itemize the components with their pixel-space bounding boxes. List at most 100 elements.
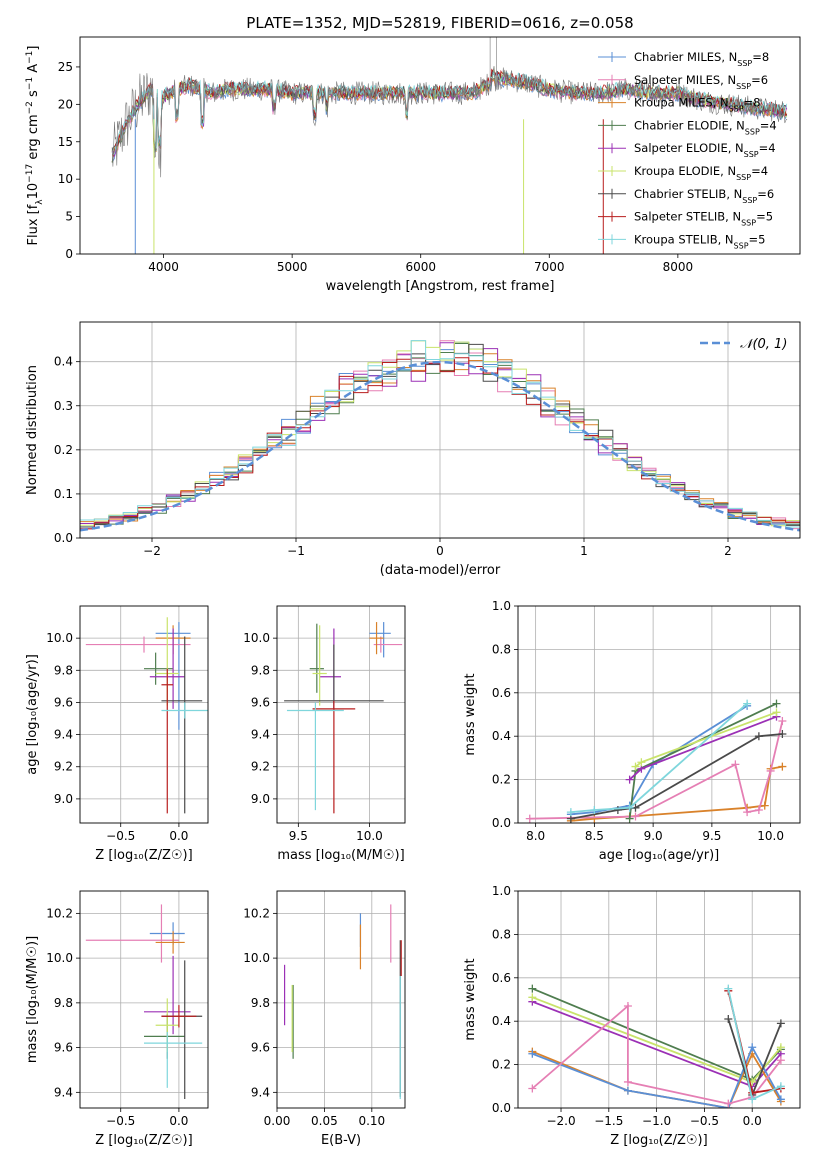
y-tick-label: 10.0 (46, 951, 73, 965)
legend-series-name: Salpeter ELODIE (634, 141, 728, 155)
observed-spectrum (111, 65, 788, 178)
y-tick-label: 0.8 (492, 642, 511, 656)
errorbar-point-chabrier-stelib (161, 636, 203, 814)
plus-marker (625, 803, 634, 812)
y-tick-label: 0.4 (492, 1014, 511, 1028)
y-axis-label: Normed distribution (25, 365, 40, 495)
y-tick-label: 9.4 (251, 728, 270, 742)
legend-label: Kroupa ELODIE, NSSP=4 (634, 164, 768, 182)
y-tick-label: 5 (65, 210, 73, 224)
y-tick-label: 1.0 (492, 884, 511, 898)
mass_weight_vs_Z-plot-area (528, 984, 785, 1108)
x-tick-label: 8.0 (526, 829, 545, 843)
weight-line-path (531, 1004, 782, 1105)
y-tick-label: 0.1 (54, 487, 73, 501)
axes-frame (79, 605, 209, 824)
legend-nssp-value: =8 (744, 96, 761, 110)
x-tick-label: −2.0 (546, 1114, 575, 1128)
y-tick-label: 10.0 (243, 951, 270, 965)
y-tick-label: 0.4 (54, 355, 73, 369)
weight-line-chabrier-stelib (566, 730, 787, 823)
mass_weight_vs_age-panel: 8.0 8.5 9.0 9.5 10.0 0.0 0.2 0.4 0.6 0.8 1.0 age [l… (463, 599, 801, 863)
errorbar-point-chabrier-elodie (144, 652, 174, 685)
y-axis-label: age [log₁₀(age/yr)] (25, 654, 40, 775)
errorbar-point-salpeter-miles (373, 636, 403, 653)
plus-marker (776, 1019, 785, 1028)
spectrum-plot-area (111, 37, 788, 254)
y-axis-label-part: Flux [f (26, 204, 41, 245)
y-tick-label: 9.6 (251, 695, 270, 709)
x-tick-label: 1 (580, 544, 588, 558)
y-axis-label-part: −1 (25, 77, 35, 90)
x-tick-label: 8000 (663, 260, 694, 274)
plus-marker (776, 1043, 785, 1052)
legend-series-name: Kroupa STELIB (634, 232, 718, 246)
plus-marker (776, 1082, 785, 1091)
legend-label: Salpeter ELODIE, NSSP=4 (634, 141, 776, 159)
legend-nssp-value: =6 (757, 187, 774, 201)
y-tick-label: 10.0 (243, 631, 270, 645)
weight-line-salpeter-miles (528, 1002, 785, 1108)
plus-marker (625, 814, 634, 823)
x-tick-label: −1 (287, 544, 305, 558)
plus-marker (748, 1043, 757, 1052)
age_vs_mass-panel: 9.5 10.0 9.0 9.2 9.4 9.6 9.8 10.0 mass [log₁₀(M/… (243, 605, 406, 863)
plus-marker (623, 1077, 632, 1086)
legend-label: Kroupa MILES, NSSP=8 (634, 96, 761, 114)
plus-marker (637, 758, 646, 767)
x-axis-label: mass [log₁₀(M/M☉)] (277, 848, 404, 863)
y-axis-label-part: erg cm (26, 114, 41, 163)
legend-label: Salpeter STELIB, NSSP=5 (634, 210, 773, 228)
legend-nssp-value: =6 (751, 73, 768, 87)
plus-marker (623, 1002, 632, 1011)
axes-frame (79, 36, 801, 255)
axes-frame (276, 890, 406, 1109)
plus-marker (754, 732, 763, 741)
legend-series-name: Chabrier ELODIE (634, 118, 729, 132)
y-axis-label-part: −2 (25, 101, 35, 114)
plus-marker (590, 814, 599, 823)
errorbar-point-kroupa-miles (155, 931, 185, 954)
x-tick-label: 10.0 (757, 829, 784, 843)
plus-marker (760, 801, 769, 810)
y-axis-label: mass weight (463, 673, 478, 755)
plus-marker (528, 1084, 537, 1093)
mass_weight_vs_age-plot-area (525, 699, 787, 823)
y-tick-label: 0.6 (492, 971, 511, 985)
x-axis-label: Z [log₁₀(Z/Z☉)] (610, 1133, 707, 1148)
plus-marker (772, 699, 781, 708)
x-tick-label: 0 (436, 544, 444, 558)
weight-line-kroupa-stelib (724, 984, 785, 1104)
plus-marker (525, 814, 534, 823)
plus-marker (528, 984, 537, 993)
age_vs_mass-plot-area (284, 622, 403, 814)
errorbar-point-kroupa-stelib (161, 702, 208, 719)
errorbar-point-kroupa-miles (369, 622, 384, 655)
axes-frame (517, 890, 801, 1109)
y-tick-label: 10 (58, 172, 73, 186)
y-tick-label: 9.6 (54, 695, 73, 709)
plus-marker (766, 766, 775, 775)
y-tick-label: 9.8 (251, 663, 270, 677)
x-tick-label: 0.0 (169, 1114, 188, 1128)
x-tick-label: 9.0 (644, 829, 663, 843)
mass_vs_Z-grid (80, 891, 208, 1108)
errorbar-point-chabrier-miles (369, 622, 391, 658)
legend: Chabrier MILES, NSSP=8 Salpeter MILES, NS… (598, 50, 777, 250)
x-tick-label: −2 (143, 544, 161, 558)
y-tick-label: 10.2 (243, 906, 270, 920)
axes-frame (79, 890, 209, 1109)
mass_weight_vs_Z-panel: −2.0 −1.5 −1.0 −0.5 0.0 0.0 0.2 0.4 0.6 0.8 1.0 Z [… (463, 884, 801, 1148)
plus-marker (631, 762, 640, 771)
x-tick-label: −0.5 (690, 1114, 719, 1128)
y-tick-label: 9.2 (54, 760, 73, 774)
y-tick-label: 20 (58, 97, 73, 111)
x-axis-label: wavelength [Angstrom, rest frame] (326, 279, 555, 294)
age_vs_mass-grid (277, 606, 405, 823)
y-tick-label: 9.6 (54, 1041, 73, 1055)
weight-line-salpeter-miles (525, 717, 787, 823)
weight-line-path (531, 1045, 782, 1108)
y-tick-label: 15 (58, 135, 73, 149)
legend-label: Chabrier MILES, NSSP=8 (634, 50, 769, 68)
plus-marker (724, 984, 733, 993)
